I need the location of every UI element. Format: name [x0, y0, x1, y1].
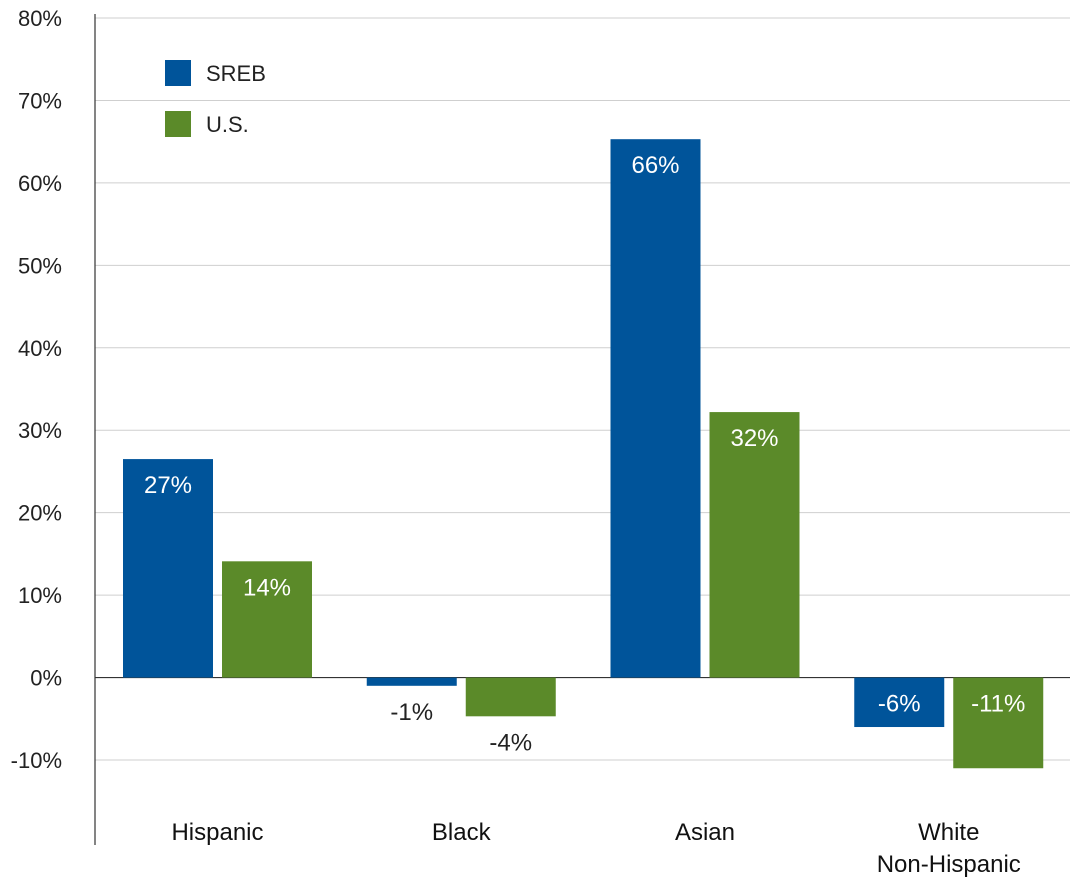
category-label: Non-Hispanic	[877, 851, 1021, 878]
data-label: 66%	[631, 152, 679, 179]
data-label: -6%	[878, 691, 921, 718]
y-tick-label: 10%	[18, 583, 62, 608]
legend-swatch	[165, 60, 191, 86]
legend: SREB U.S.	[165, 60, 266, 137]
bar-sreb-2	[610, 139, 701, 678]
category-label: Black	[432, 819, 492, 846]
bar-sreb-3	[854, 677, 945, 728]
labels: 27% 14% Hispanic -1% -4% Black 66% 32% Asian -6% -…	[144, 152, 1025, 878]
legend-label: SREB	[206, 61, 266, 86]
y-tick-label: 70%	[18, 88, 62, 113]
category-label: Hispanic	[171, 819, 263, 846]
y-tick-label: 30%	[18, 418, 62, 443]
data-label: 27%	[144, 472, 192, 499]
data-label: 14%	[243, 574, 291, 601]
bar-us-3	[953, 677, 1044, 769]
bars	[123, 139, 1044, 769]
y-tick-label: 50%	[18, 253, 62, 278]
y-tick-label: 0%	[30, 666, 62, 691]
grid-lines	[95, 17, 1070, 761]
legend-swatch	[165, 111, 191, 137]
category-label: White	[918, 819, 979, 846]
y-tick-label: 40%	[18, 336, 62, 361]
data-label: -1%	[390, 699, 433, 726]
data-label: -11%	[971, 691, 1025, 718]
y-tick-label: 20%	[18, 501, 62, 526]
bar-us-0	[222, 561, 312, 678]
y-tick-label: 60%	[18, 171, 62, 196]
bar-sreb-0	[123, 459, 213, 678]
bar-sreb-1	[366, 677, 457, 686]
data-label: -4%	[489, 729, 532, 756]
bar-us-2	[709, 412, 800, 678]
y-tick-label: -10%	[11, 748, 62, 773]
data-label: 32%	[730, 425, 778, 452]
legend-label: U.S.	[206, 112, 249, 137]
category-label: Asian	[675, 819, 735, 846]
bar-us-1	[465, 677, 556, 717]
y-tick-label: 80%	[18, 6, 62, 31]
